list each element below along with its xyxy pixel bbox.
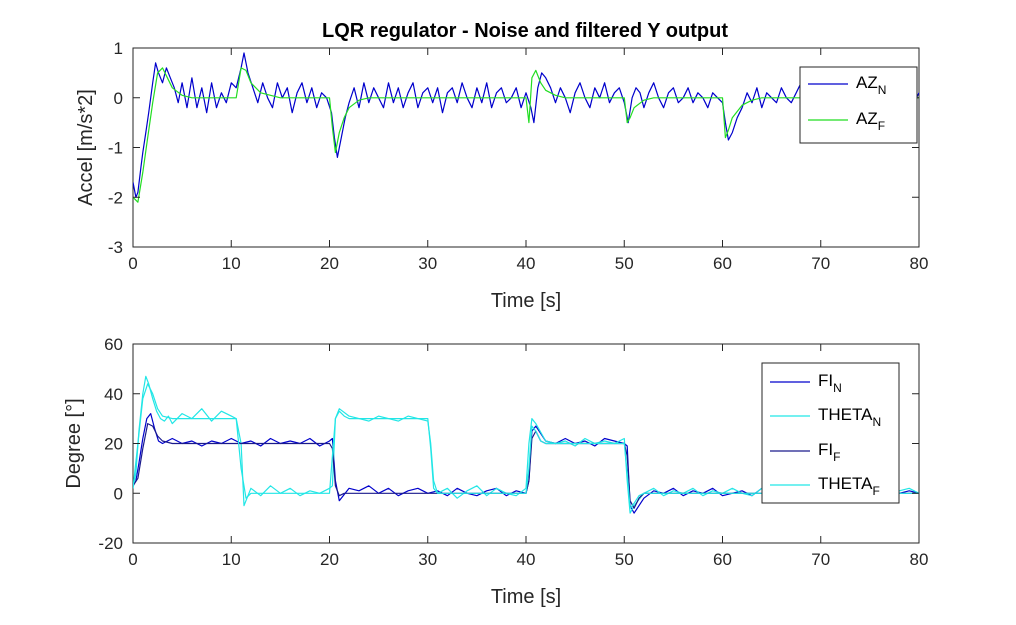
x-tick-label: 60 [713, 254, 732, 273]
y-tick-label: 20 [104, 435, 123, 454]
legend-entry-fi-n: FIN [818, 371, 842, 395]
x-tick-label: 70 [811, 254, 830, 273]
legend: FIN THETAN FIF THETAF [761, 362, 900, 504]
x-tick-label: 30 [418, 254, 437, 273]
x-tick-label: 10 [222, 254, 241, 273]
x-tick-label: 0 [128, 254, 137, 273]
legend-entry-theta-n: THETAN [818, 405, 881, 429]
x-axis-label: Time [s] [491, 586, 561, 608]
x-tick-label: 80 [910, 550, 929, 569]
x-axis-label: Time [s] [491, 290, 561, 312]
x-tick-label: 70 [811, 550, 830, 569]
x-tick-label: 50 [615, 550, 634, 569]
y-axis-label: Accel [m/s*2] [75, 89, 97, 206]
y-tick-label: -3 [108, 238, 123, 257]
x-tick-label: 10 [222, 550, 241, 569]
legend: AZN AZF [799, 66, 918, 144]
x-tick-label: 30 [418, 550, 437, 569]
x-tick-label: 80 [910, 254, 929, 273]
series-line-az-n [133, 52, 919, 198]
legend-box [799, 66, 918, 144]
y-tick-label: -20 [98, 534, 123, 553]
legend-entry-theta-f: THETAF [818, 474, 880, 498]
y-tick-label: -1 [108, 139, 123, 158]
series-line-theta-n [133, 375, 919, 514]
series-line-az-f [133, 67, 919, 203]
top-axes: 0 10 20 30 40 50 60 70 80 -3 -2 -1 0 1 Time [s] Accel [… [75, 39, 928, 312]
y-tick-label: 0 [114, 89, 123, 108]
legend-entry-fi-f: FIF [818, 440, 840, 464]
x-tick-label: 40 [517, 550, 536, 569]
legend-entry-az-f: AZF [856, 109, 885, 133]
x-tick-label: 40 [517, 254, 536, 273]
x-tick-label: 60 [713, 550, 732, 569]
y-tick-label: -2 [108, 188, 123, 207]
x-tick-label: 0 [128, 550, 137, 569]
legend-box [761, 362, 900, 504]
series-line-theta-f [133, 383, 919, 509]
x-tick-label: 20 [320, 550, 339, 569]
bottom-axes: 0 10 20 30 40 50 60 70 80 -20 0 20 40 60 Time [s] Degre… [63, 335, 928, 608]
y-tick-label: 0 [114, 484, 123, 503]
y-axis-label: Degree [°] [63, 398, 85, 488]
y-tick-label: 60 [104, 335, 123, 354]
figure-title: LQR regulator - Noise and filtered Y out… [322, 20, 728, 42]
y-tick-label: 1 [114, 39, 123, 58]
axes-frame [132, 47, 920, 248]
x-tick-label: 20 [320, 254, 339, 273]
y-tick-label: 40 [104, 385, 123, 404]
x-tick-label: 50 [615, 254, 634, 273]
legend-entry-az-n: AZN [856, 73, 886, 97]
